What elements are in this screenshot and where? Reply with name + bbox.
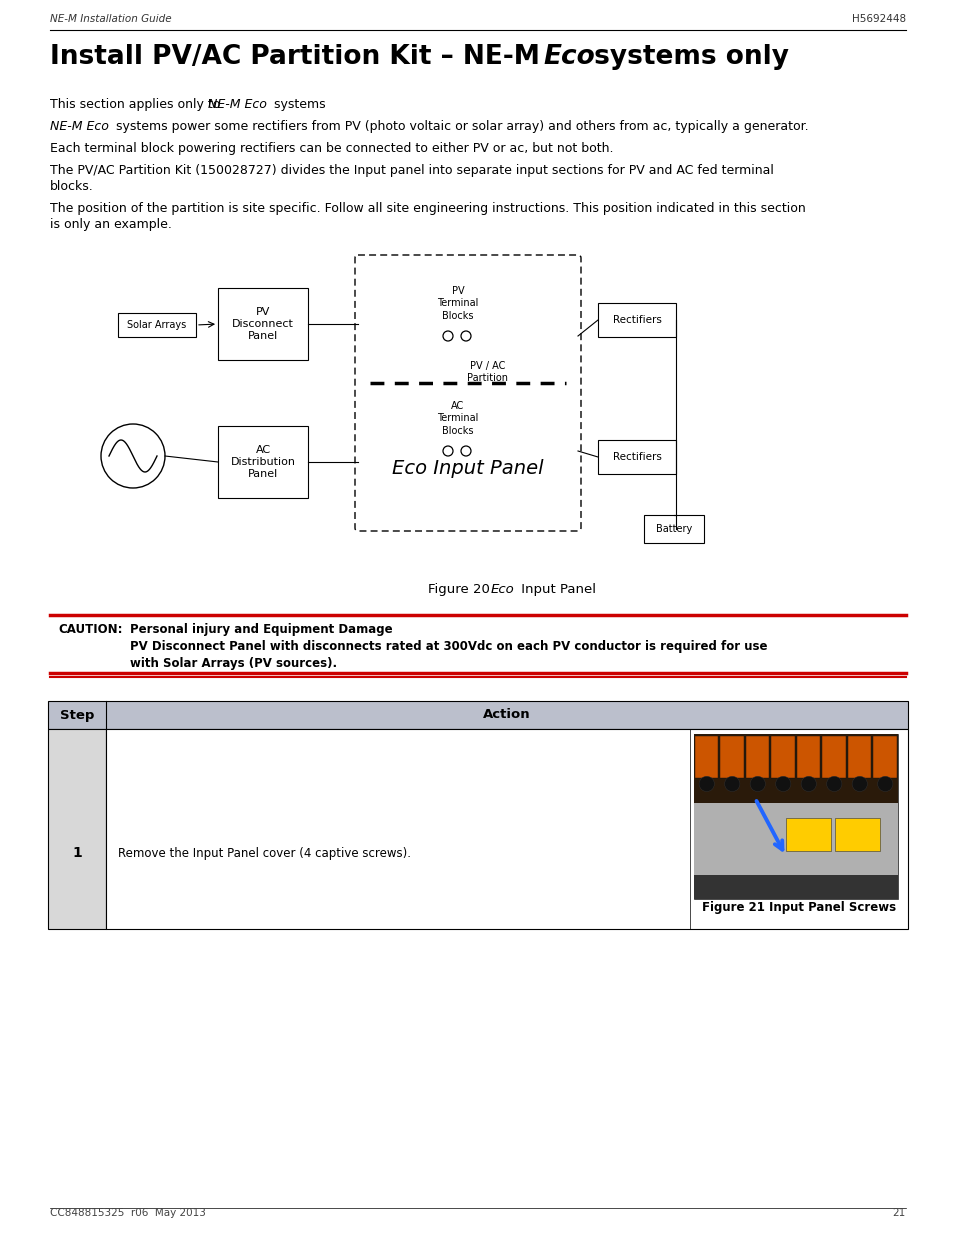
Text: Rectifiers: Rectifiers: [612, 315, 660, 325]
Text: NE-M Eco: NE-M Eco: [50, 120, 109, 133]
Text: Figure 20: Figure 20: [428, 583, 494, 597]
Text: PV / AC
Partition: PV / AC Partition: [467, 361, 508, 383]
Text: Each terminal block powering rectifiers can be connected to either PV or ac, but: Each terminal block powering rectifiers …: [50, 142, 613, 156]
Text: systems only: systems only: [584, 44, 788, 70]
Bar: [218, 426, 308, 498]
Circle shape: [775, 777, 790, 792]
Bar: [598, 303, 676, 337]
Circle shape: [851, 777, 866, 792]
Text: NE-M Installation Guide: NE-M Installation Guide: [50, 14, 172, 23]
Circle shape: [877, 777, 892, 792]
Text: systems power some rectifiers from PV (photo voltaic or solar array) and others : systems power some rectifiers from PV (p…: [112, 120, 808, 133]
Text: CC848815325  r06  May 2013: CC848815325 r06 May 2013: [50, 1208, 206, 1218]
Bar: [695, 736, 718, 778]
Circle shape: [825, 777, 841, 792]
Text: systems: systems: [270, 98, 325, 111]
Bar: [745, 736, 769, 778]
Text: Input Panel: Input Panel: [517, 583, 596, 597]
Bar: [834, 818, 879, 851]
Text: is only an example.: is only an example.: [50, 219, 172, 231]
Circle shape: [801, 777, 816, 792]
Text: 21: 21: [892, 1208, 905, 1218]
Text: Install PV/AC Partition Kit – NE-M: Install PV/AC Partition Kit – NE-M: [50, 44, 548, 70]
Text: Remove the Input Panel cover (4 captive screws).: Remove the Input Panel cover (4 captive …: [118, 846, 411, 860]
Text: The position of the partition is site specific. Follow all site engineering inst: The position of the partition is site sp…: [50, 203, 805, 215]
Text: CAUTION:: CAUTION:: [58, 622, 122, 636]
Circle shape: [749, 777, 764, 792]
Text: The PV/AC Partition Kit (150028727) divides the Input panel into separate input : The PV/AC Partition Kit (150028727) divi…: [50, 164, 773, 177]
Text: AC
Distribution
Panel: AC Distribution Panel: [231, 445, 295, 479]
Text: blocks.: blocks.: [50, 180, 93, 193]
Text: Personal injury and Equipment Damage: Personal injury and Equipment Damage: [130, 622, 393, 636]
Bar: [693, 734, 897, 899]
Text: PV Disconnect Panel with disconnects rated at 300Vdc on each PV conductor is req: PV Disconnect Panel with disconnects rat…: [130, 640, 767, 653]
Bar: [598, 440, 676, 474]
Text: Eco: Eco: [491, 583, 515, 597]
Text: AC
Terminal
Blocks: AC Terminal Blocks: [436, 401, 478, 436]
Bar: [693, 876, 897, 899]
Text: Eco: Eco: [542, 44, 594, 70]
Text: NE-M Eco: NE-M Eco: [208, 98, 267, 111]
Bar: [218, 288, 308, 359]
Bar: [48, 729, 106, 929]
Bar: [821, 736, 845, 778]
Text: Action: Action: [482, 709, 530, 721]
Circle shape: [724, 777, 740, 792]
Bar: [693, 734, 897, 803]
Text: with Solar Arrays (PV sources).: with Solar Arrays (PV sources).: [130, 657, 336, 671]
Bar: [693, 803, 897, 899]
Text: Battery: Battery: [655, 524, 691, 534]
Bar: [48, 701, 907, 729]
Bar: [796, 736, 820, 778]
Text: 1: 1: [72, 846, 82, 860]
Text: Step: Step: [60, 709, 94, 721]
Bar: [873, 736, 896, 778]
Text: Solar Arrays: Solar Arrays: [128, 320, 187, 330]
Bar: [106, 729, 907, 929]
Circle shape: [699, 777, 714, 792]
Bar: [785, 818, 830, 851]
Bar: [643, 515, 703, 543]
Bar: [118, 312, 195, 337]
Text: PV
Terminal
Blocks: PV Terminal Blocks: [436, 287, 478, 321]
Text: Eco Input Panel: Eco Input Panel: [392, 459, 543, 478]
Bar: [847, 736, 871, 778]
Bar: [771, 736, 794, 778]
Bar: [720, 736, 743, 778]
Text: This section applies only to: This section applies only to: [50, 98, 224, 111]
Text: Figure 21 Input Panel Screws: Figure 21 Input Panel Screws: [701, 900, 895, 914]
Text: H5692448: H5692448: [851, 14, 905, 23]
Text: PV
Disconnect
Panel: PV Disconnect Panel: [232, 306, 294, 341]
Text: Rectifiers: Rectifiers: [612, 452, 660, 462]
